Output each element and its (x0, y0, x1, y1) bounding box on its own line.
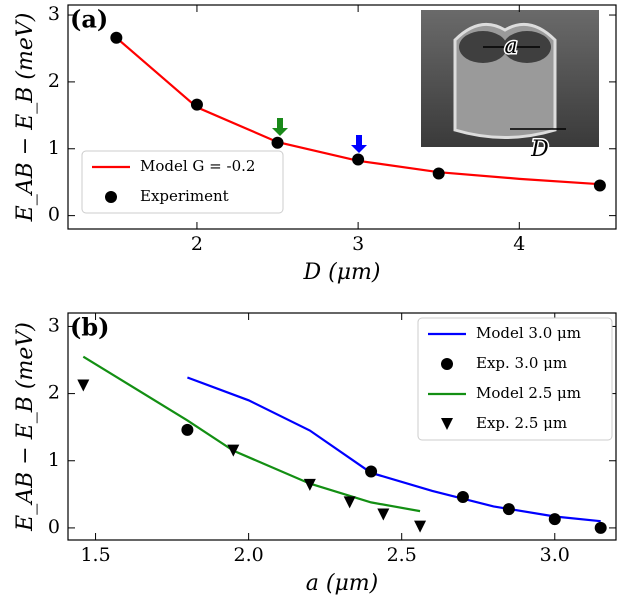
legend-box (417, 317, 613, 441)
x-tick-label: 4 (513, 233, 525, 255)
triangle-marker (227, 444, 240, 457)
inset-label: D (530, 137, 549, 162)
circle-marker (190, 98, 203, 111)
x-tick-label: 1.5 (80, 544, 110, 566)
arrows (272, 118, 367, 153)
legend-label: Experiment (140, 187, 229, 205)
triangle-marker (77, 379, 90, 392)
triangle-marker (377, 508, 390, 521)
inset-label: a (504, 34, 517, 59)
y-tick-label: 0 (48, 516, 60, 538)
model-line (82, 355, 421, 513)
circle-marker (365, 465, 378, 478)
circle-marker (456, 491, 469, 504)
model-line (187, 376, 601, 523)
triangle-marker (343, 496, 356, 509)
legend-marker (105, 191, 117, 203)
circle-marker (110, 31, 123, 44)
legend-label: Model 3.0 μm (476, 324, 581, 342)
x-tick-label: 3 (352, 233, 364, 255)
legend-label: Exp. 3.0 μm (476, 354, 567, 372)
legend-marker (441, 418, 453, 430)
triangle-marker (414, 520, 427, 533)
panel-label: (b) (70, 313, 110, 342)
legend-box (81, 150, 284, 214)
triangle-marker (303, 478, 316, 491)
plot-frame (67, 4, 617, 230)
x-tick-label: 3.0 (540, 544, 570, 566)
circle-marker (352, 153, 365, 166)
y-tick-label: 2 (48, 70, 60, 92)
circle-marker (593, 179, 606, 192)
y-tick-label: 3 (48, 314, 60, 336)
legend-label: Model 2.5 μm (476, 384, 581, 402)
y-axis-label: E_AB − E_B (meV) (13, 13, 38, 223)
circle-marker (594, 521, 607, 534)
y-tick-label: 2 (48, 382, 60, 404)
legend-label: Exp. 2.5 μm (476, 414, 567, 432)
legend-marker (441, 358, 453, 370)
circle-marker (502, 503, 515, 516)
x-tick-label: 2.5 (387, 544, 417, 566)
y-tick-label: 0 (48, 204, 60, 226)
plot-frame (67, 312, 617, 541)
panel-label: (a) (70, 5, 108, 34)
inset-image (421, 10, 599, 147)
x-tick-label: 2 (191, 233, 203, 255)
x-tick-label: 2.0 (234, 544, 264, 566)
x-axis-label: D (μm) (303, 260, 381, 285)
y-axis-label: E_AB − E_B (meV) (13, 322, 38, 532)
y-tick-label: 1 (48, 137, 60, 159)
circle-marker (548, 513, 561, 526)
circle-marker (432, 167, 445, 180)
legend-label: Model G = -0.2 (140, 157, 255, 175)
y-tick-label: 1 (48, 449, 60, 471)
x-axis-label: a (μm) (306, 571, 378, 596)
circle-marker (271, 136, 284, 149)
y-tick-label: 3 (48, 3, 60, 25)
circle-marker (181, 423, 194, 436)
